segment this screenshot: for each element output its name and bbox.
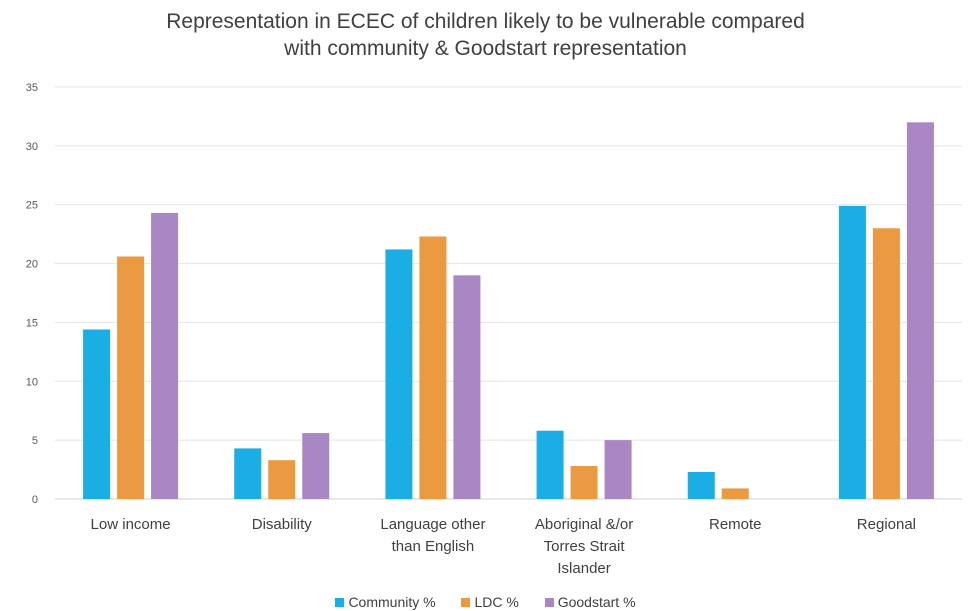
x-tick-label: Torres Strait <box>544 538 626 555</box>
chart-title-line-2: with community & Goodstart representatio… <box>284 37 687 60</box>
bar <box>570 466 598 499</box>
bar <box>453 275 481 499</box>
legend-label-goodstart: Goodstart % <box>557 594 636 610</box>
x-tick-label: Disability <box>252 516 313 533</box>
y-tick-label: 10 <box>26 376 38 388</box>
bar <box>687 471 715 499</box>
bar <box>83 329 111 499</box>
y-tick-label: 15 <box>26 317 38 329</box>
x-tick-label: Low income <box>91 516 171 533</box>
y-tick-label: 5 <box>32 435 38 447</box>
x-tick-label: Remote <box>709 516 762 533</box>
legend-label-community: Community % <box>348 594 436 610</box>
chart-title-line-1: Representation in ECEC of children likel… <box>166 10 805 33</box>
bar <box>838 205 866 500</box>
y-tick-label: 35 <box>26 82 38 94</box>
legend-swatch-ldc <box>461 598 471 607</box>
y-tick-label: 30 <box>26 141 38 153</box>
y-tick-label: 25 <box>26 200 38 212</box>
x-tick-label: Aboriginal &/or <box>535 516 633 533</box>
bar <box>302 433 330 499</box>
legend-item-community: Community % <box>335 594 436 610</box>
legend-swatch-community <box>335 598 345 607</box>
bar <box>151 212 179 499</box>
bar <box>721 488 749 499</box>
bar <box>906 122 934 500</box>
bar <box>872 228 900 499</box>
legend-label-ldc: LDC % <box>474 594 519 610</box>
legend-item-ldc: LDC % <box>461 594 519 610</box>
legend-item-goodstart: Goodstart % <box>544 594 636 610</box>
legend: Community % LDC % Goodstart % <box>0 594 971 610</box>
bar <box>604 440 632 499</box>
x-tick-label: Regional <box>857 516 916 533</box>
y-tick-label: 20 <box>26 259 38 271</box>
bar <box>117 256 145 499</box>
bar <box>268 460 296 499</box>
x-tick-label: than English <box>392 538 475 555</box>
chart-title: Representation in ECEC of children likel… <box>0 8 971 62</box>
legend-swatch-goodstart <box>544 598 554 607</box>
y-tick-label: 0 <box>32 494 38 506</box>
x-tick-label: Language other <box>380 516 485 533</box>
bar <box>234 448 262 499</box>
bar <box>419 236 447 500</box>
bar <box>536 430 564 499</box>
bar <box>385 249 413 499</box>
x-tick-label: Islander <box>557 560 610 577</box>
